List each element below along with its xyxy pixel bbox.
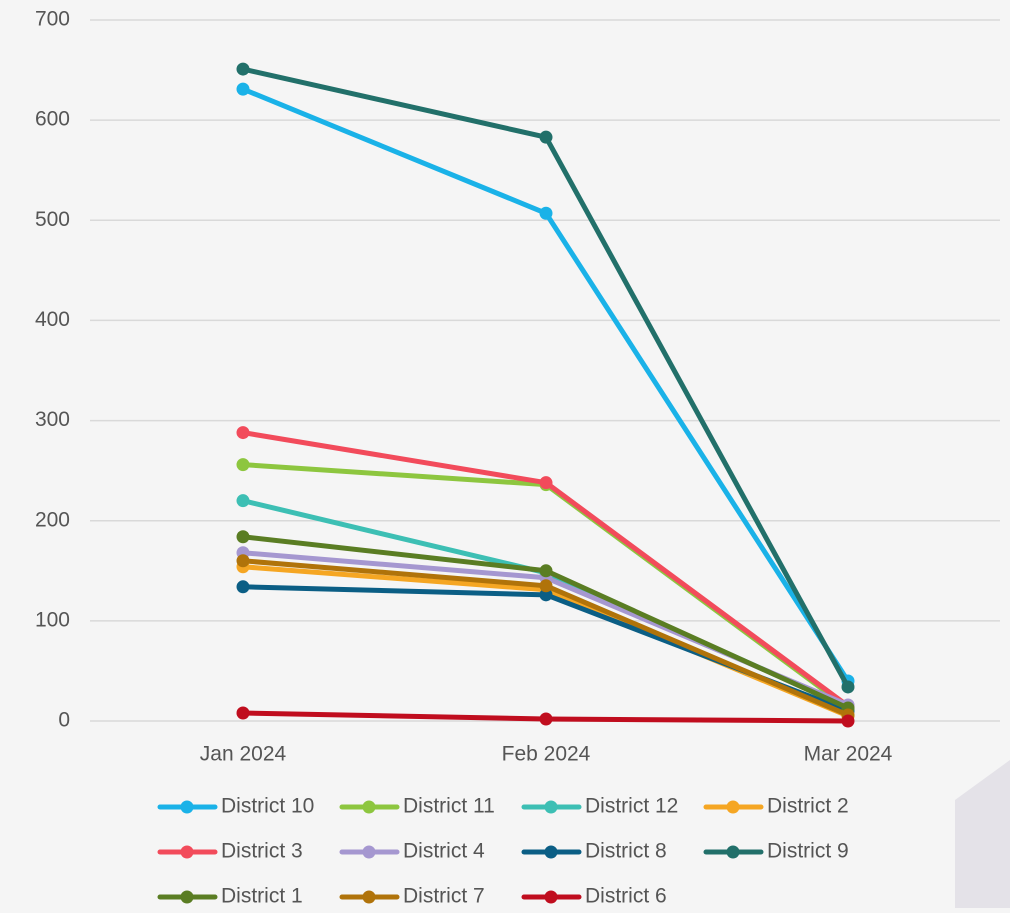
y-tick-label: 500 bbox=[35, 208, 70, 231]
legend-label: District 1 bbox=[221, 885, 303, 908]
data-point bbox=[236, 580, 250, 594]
legend-marker bbox=[362, 890, 376, 904]
data-point bbox=[236, 706, 250, 720]
y-tick-label: 600 bbox=[35, 108, 70, 131]
legend-marker bbox=[726, 800, 740, 814]
data-point bbox=[841, 714, 855, 728]
y-tick-label: 400 bbox=[35, 308, 70, 331]
background-shape bbox=[955, 760, 1010, 908]
legend-marker bbox=[362, 800, 376, 814]
y-tick-label: 0 bbox=[58, 709, 70, 732]
legend-label: District 8 bbox=[585, 840, 667, 863]
data-point bbox=[539, 579, 553, 593]
legend-label: District 12 bbox=[585, 795, 678, 818]
legend-marker bbox=[180, 890, 194, 904]
data-point bbox=[236, 554, 250, 568]
legend-label: District 7 bbox=[403, 885, 485, 908]
data-point bbox=[539, 130, 553, 144]
legend-marker bbox=[544, 800, 558, 814]
data-point bbox=[539, 588, 553, 602]
data-point bbox=[236, 494, 250, 508]
legend-label: District 2 bbox=[767, 795, 849, 818]
data-point bbox=[539, 712, 553, 726]
legend-label: District 10 bbox=[221, 795, 314, 818]
legend-marker bbox=[544, 890, 558, 904]
legend-label: District 6 bbox=[585, 885, 667, 908]
legend-label: District 11 bbox=[403, 795, 495, 818]
legend-label: District 9 bbox=[767, 840, 849, 863]
legend-label: District 4 bbox=[403, 840, 485, 863]
x-tick-label: Feb 2024 bbox=[502, 743, 591, 766]
data-point bbox=[236, 458, 250, 472]
data-point bbox=[539, 206, 553, 220]
y-tick-label: 300 bbox=[35, 408, 70, 431]
data-point bbox=[841, 680, 855, 694]
data-point bbox=[236, 426, 250, 440]
legend-marker bbox=[544, 845, 558, 859]
legend-marker bbox=[726, 845, 740, 859]
data-point bbox=[539, 476, 553, 490]
data-point bbox=[539, 564, 553, 578]
y-tick-label: 700 bbox=[35, 8, 70, 31]
series-line bbox=[242, 584, 849, 714]
data-point bbox=[236, 62, 250, 76]
legend-marker bbox=[180, 845, 194, 859]
data-point bbox=[236, 530, 250, 544]
legend-marker bbox=[362, 845, 376, 859]
data-point bbox=[236, 82, 250, 96]
y-tick-label: 100 bbox=[35, 608, 70, 631]
legend-marker bbox=[180, 800, 194, 814]
x-tick-label: Jan 2024 bbox=[200, 743, 287, 766]
legend-label: District 3 bbox=[221, 840, 303, 863]
y-tick-label: 200 bbox=[35, 508, 70, 531]
x-tick-label: Mar 2024 bbox=[804, 743, 893, 766]
